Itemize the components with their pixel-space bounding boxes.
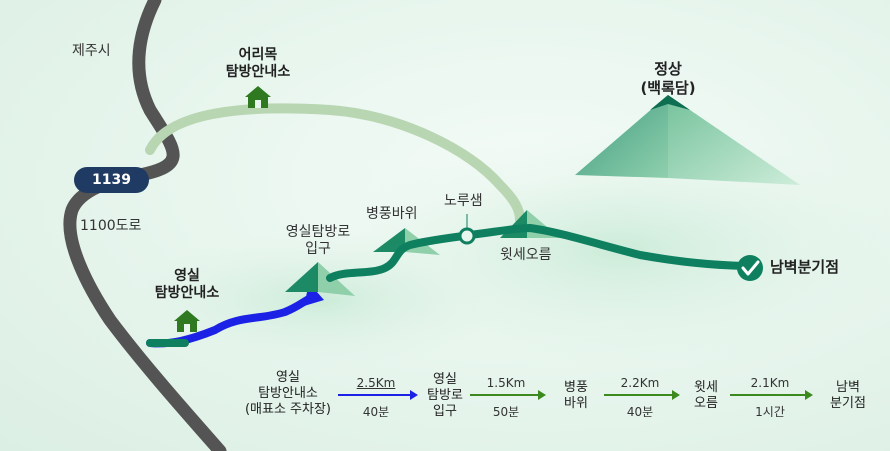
witse-label: 윗세오름 <box>500 247 552 263</box>
legend-stop-line: 오름 <box>694 396 718 411</box>
legend-stop-line: 영실 <box>276 370 300 385</box>
norusaem-label: 노루샘 <box>444 193 483 209</box>
yeongsil-entrance-line2: 입구 <box>305 241 331 257</box>
segment-distance: 2.5Km <box>356 376 396 390</box>
legend-stop-entrance: 영실 탐방로 입구 <box>420 372 470 420</box>
legend-stop-line: 남벽 <box>836 380 860 395</box>
legend-stop-line: 병풍 <box>564 380 588 395</box>
eorimok-label-line1: 어리목 <box>238 47 278 63</box>
house-icon <box>174 310 200 332</box>
legend-arrows <box>338 390 813 400</box>
norusaem-marker <box>458 227 476 245</box>
house-icon <box>245 86 271 108</box>
legend-stop-line: (매표소 주차장) <box>244 402 332 417</box>
legend-stop-line: 바위 <box>564 396 588 411</box>
yeongsil-label-line1: 영실 <box>174 268 200 284</box>
segment-distance: 1.5Km <box>486 376 526 390</box>
legend-stop-yeongsil: 영실 탐방안내소 (매표소 주차장) <box>240 370 336 418</box>
yeongsil-entrance-line1: 영실탐방로 <box>285 224 351 240</box>
summit-label-line2: (백록담) <box>640 79 696 97</box>
nambyeok-label: 남벽분기점 <box>770 258 840 276</box>
trail-eorimok <box>145 103 525 225</box>
yeongsil-label-line2: 탐방안내소 <box>154 285 220 301</box>
legend-stop-line: 영실 <box>433 372 457 387</box>
legend-stop-witse: 윗세 오름 <box>684 380 728 412</box>
road-1100-label: 1100도로 <box>80 218 142 234</box>
legend-stop-line: 분기점 <box>830 396 866 411</box>
legend-stop-line: 탐방안내소 <box>258 386 318 401</box>
eorimok-label-line2: 탐방안내소 <box>225 64 291 80</box>
segment-time: 40분 <box>626 405 654 419</box>
jeju-city-label: 제주시 <box>72 43 111 59</box>
legend-stop-nambyeok: 남벽 분기점 <box>820 380 876 412</box>
segment-distance: 2.1Km <box>750 376 790 390</box>
segment-time: 1시간 <box>755 405 785 419</box>
summit-label-line1: 정상 <box>654 60 682 78</box>
road-1100 <box>63 0 227 451</box>
check-icon <box>737 255 763 281</box>
yeongsil-label: 영실 탐방안내소 <box>146 268 228 302</box>
trail-yeongsil <box>326 223 749 282</box>
summit-label: 정상 (백록담) <box>630 60 706 98</box>
legend-stop-line: 탐방로 <box>427 388 463 403</box>
legend-stop-line: 윗세 <box>694 380 718 395</box>
route-1139-badge: 1139 <box>74 167 149 193</box>
byeongpung-label: 병풍바위 <box>366 206 418 222</box>
legend-stop-line: 입구 <box>433 404 457 419</box>
segment-distance: 2.2Km <box>620 376 660 390</box>
summit-mountain <box>575 95 800 185</box>
segment-time: 40분 <box>362 405 390 419</box>
legend-stop-byeongpung: 병풍 바위 <box>552 380 600 412</box>
eorimok-label: 어리목 탐방안내소 <box>220 47 296 81</box>
yeongsil-entrance-label: 영실탐방로 입구 <box>272 224 364 258</box>
segment-time: 50분 <box>492 405 520 419</box>
